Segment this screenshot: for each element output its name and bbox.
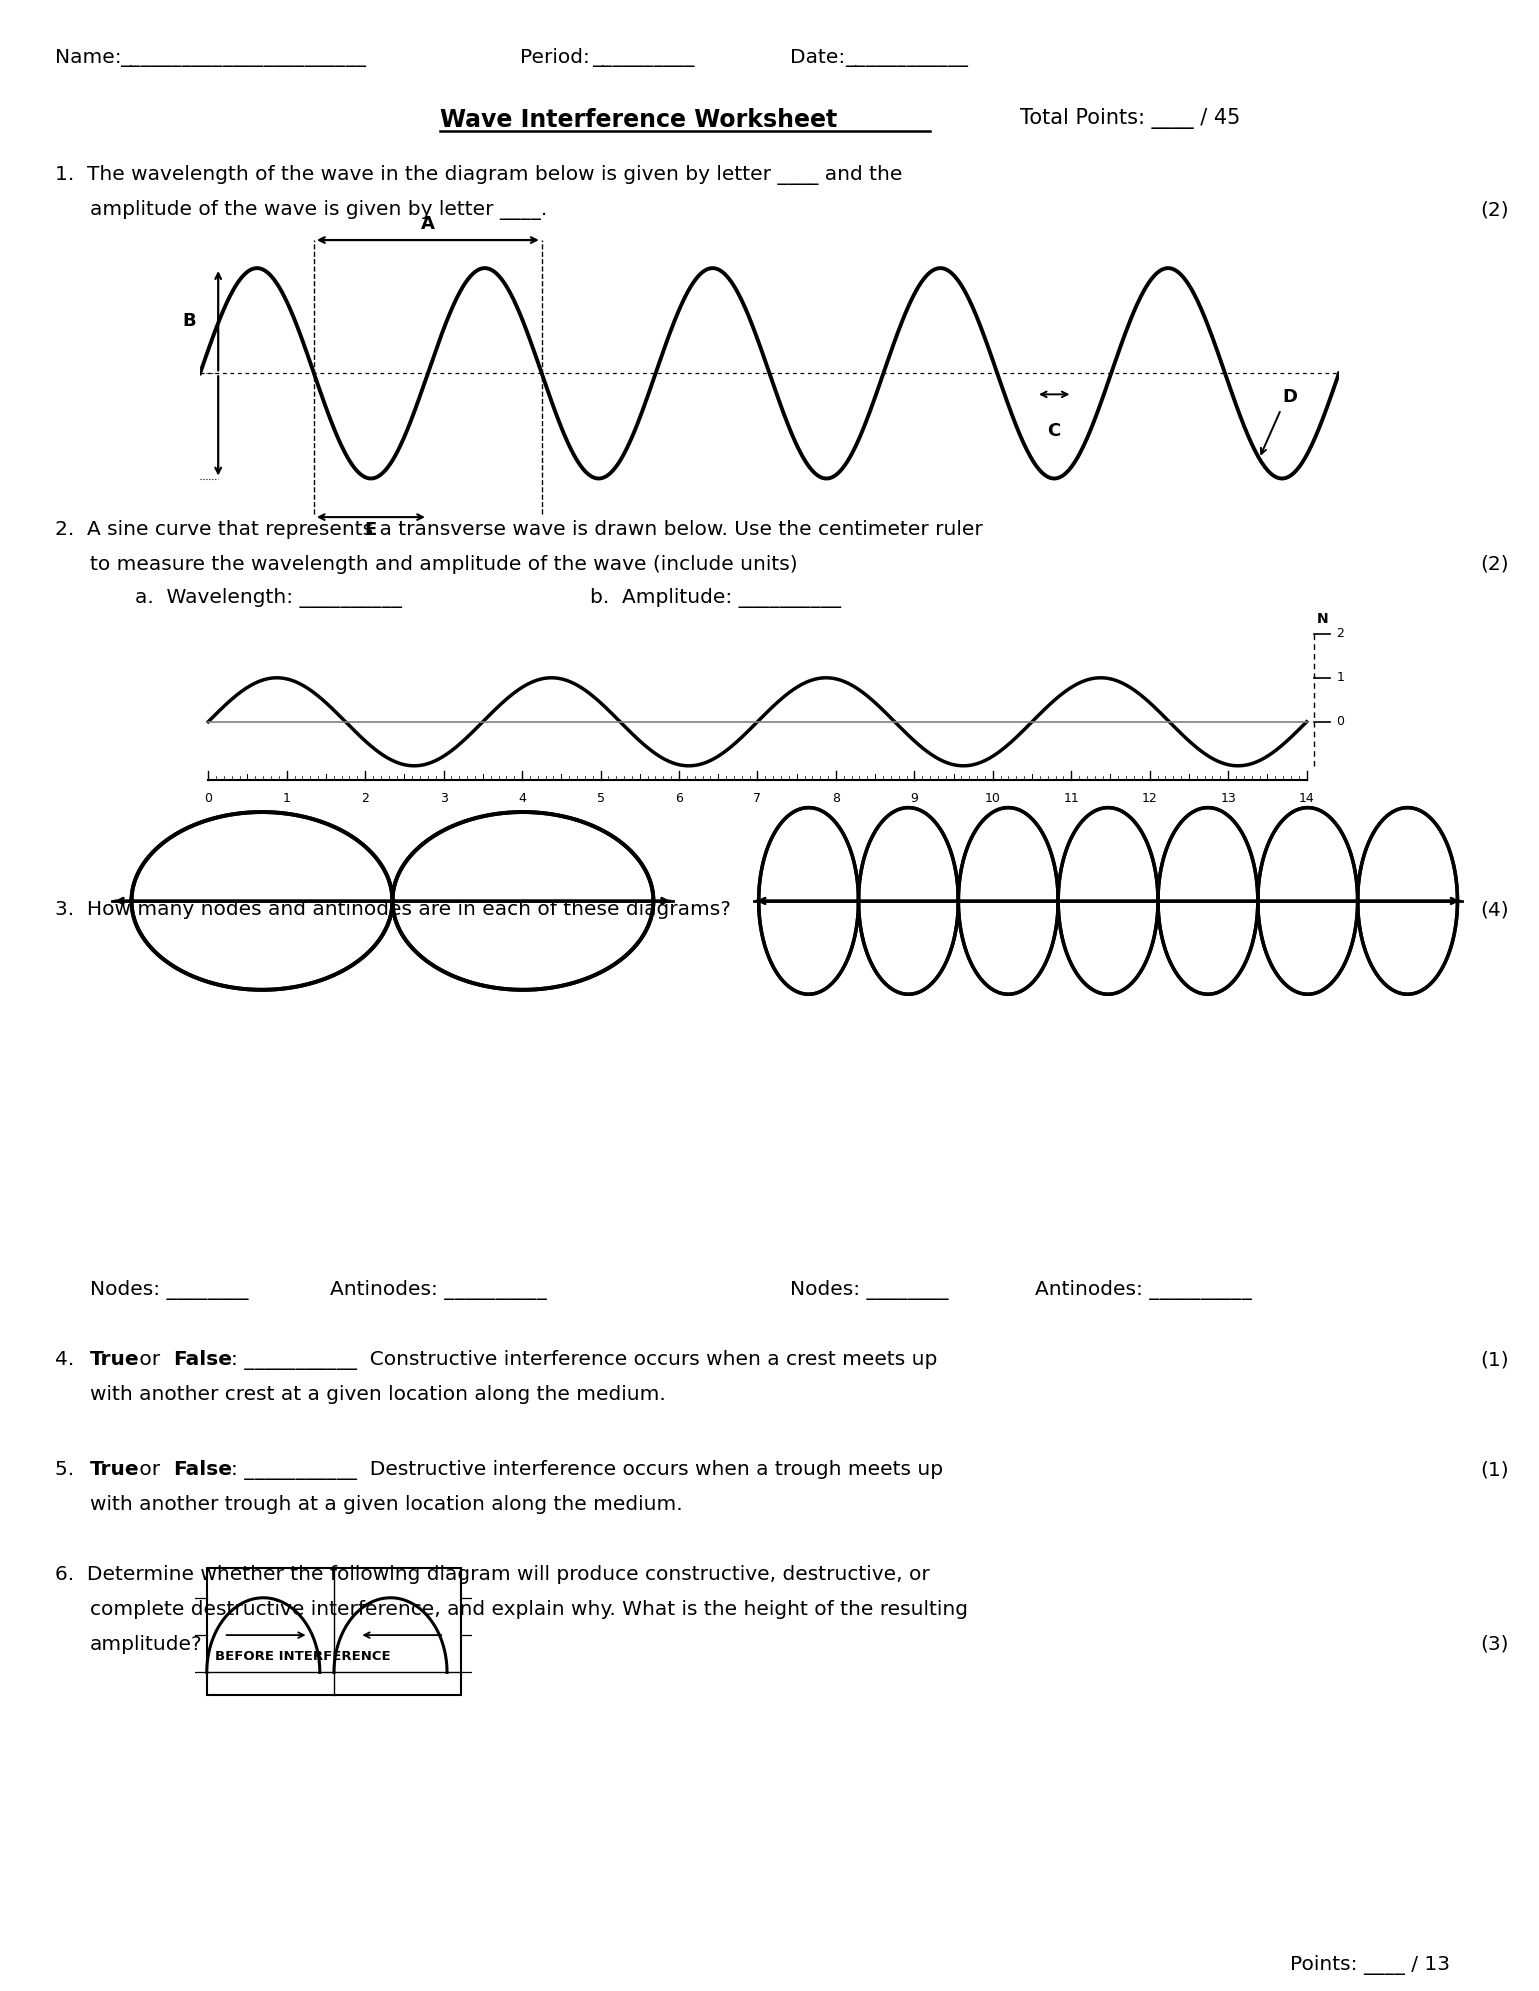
Bar bbox=[206, 1569, 462, 1694]
Text: E: E bbox=[365, 520, 377, 540]
Text: 2.  A sine curve that represents a transverse wave is drawn below. Use the centi: 2. A sine curve that represents a transv… bbox=[55, 520, 983, 540]
Text: Antinodes: __________: Antinodes: __________ bbox=[329, 1280, 546, 1300]
Text: 2: 2 bbox=[362, 792, 369, 804]
Text: 10: 10 bbox=[985, 792, 1000, 804]
Text: (4): (4) bbox=[1481, 900, 1508, 920]
Text: 0: 0 bbox=[205, 792, 212, 804]
Text: True: True bbox=[89, 1459, 140, 1479]
Text: False: False bbox=[172, 1350, 232, 1370]
Text: complete destructive interference, and explain why. What is the height of the re: complete destructive interference, and e… bbox=[89, 1601, 968, 1619]
Text: (3): (3) bbox=[1481, 1635, 1508, 1655]
Text: amplitude of the wave is given by letter ____.: amplitude of the wave is given by letter… bbox=[89, 199, 548, 219]
Text: 4.: 4. bbox=[55, 1350, 88, 1370]
Text: 7: 7 bbox=[754, 792, 762, 804]
Text: Antinodes: __________: Antinodes: __________ bbox=[1036, 1280, 1251, 1300]
Text: ________________________: ________________________ bbox=[120, 48, 366, 68]
Text: 6.  Determine whether the following diagram will produce constructive, destructi: 6. Determine whether the following diagr… bbox=[55, 1565, 930, 1585]
Text: (2): (2) bbox=[1481, 199, 1508, 219]
Text: (2): (2) bbox=[1481, 555, 1508, 573]
Text: ____________: ____________ bbox=[845, 48, 968, 68]
Text: N: N bbox=[1316, 611, 1328, 625]
Text: b.  Amplitude: __________: b. Amplitude: __________ bbox=[589, 587, 842, 607]
Text: amplitude?: amplitude? bbox=[89, 1635, 203, 1655]
Text: 5.: 5. bbox=[55, 1459, 86, 1479]
Text: 9: 9 bbox=[911, 792, 919, 804]
Text: or: or bbox=[132, 1459, 166, 1479]
Text: 1.  The wavelength of the wave in the diagram below is given by letter ____ and : 1. The wavelength of the wave in the dia… bbox=[55, 165, 902, 185]
Text: (1): (1) bbox=[1481, 1350, 1508, 1370]
Text: A: A bbox=[420, 215, 436, 233]
Text: 0: 0 bbox=[1336, 715, 1345, 729]
Text: a.  Wavelength: __________: a. Wavelength: __________ bbox=[135, 587, 402, 607]
Text: 12: 12 bbox=[1142, 792, 1157, 804]
Text: : ___________  Destructive interference occurs when a trough meets up: : ___________ Destructive interference o… bbox=[231, 1459, 943, 1479]
Text: Total Points: ____ / 45: Total Points: ____ / 45 bbox=[1020, 108, 1240, 129]
Text: Date:: Date: bbox=[790, 48, 851, 68]
Text: with another trough at a given location along the medium.: with another trough at a given location … bbox=[89, 1495, 683, 1513]
Text: __________: __________ bbox=[593, 48, 694, 68]
Text: True: True bbox=[89, 1350, 140, 1370]
Text: False: False bbox=[172, 1459, 232, 1479]
Text: (1): (1) bbox=[1481, 1459, 1508, 1479]
Text: 13: 13 bbox=[1220, 792, 1236, 804]
Text: 5: 5 bbox=[597, 792, 605, 804]
Text: Period:: Period: bbox=[520, 48, 596, 68]
Text: to measure the wavelength and amplitude of the wave (include units): to measure the wavelength and amplitude … bbox=[89, 555, 797, 573]
Text: B: B bbox=[183, 313, 195, 331]
Text: 3: 3 bbox=[440, 792, 448, 804]
Text: Wave Interference Worksheet: Wave Interference Worksheet bbox=[440, 108, 837, 131]
Text: : ___________  Constructive interference occurs when a crest meets up: : ___________ Constructive interference … bbox=[231, 1350, 937, 1370]
Text: or: or bbox=[132, 1350, 166, 1370]
Text: Nodes: ________: Nodes: ________ bbox=[89, 1280, 248, 1300]
Text: 6: 6 bbox=[676, 792, 683, 804]
Text: 8: 8 bbox=[833, 792, 840, 804]
Text: 14: 14 bbox=[1299, 792, 1314, 804]
Text: C: C bbox=[1048, 422, 1060, 440]
Text: 3.  How many nodes and antinodes are in each of these diagrams?: 3. How many nodes and antinodes are in e… bbox=[55, 900, 731, 920]
Text: 1: 1 bbox=[1336, 671, 1345, 685]
Text: 4: 4 bbox=[519, 792, 526, 804]
Text: Nodes: ________: Nodes: ________ bbox=[790, 1280, 948, 1300]
Text: BEFORE INTERFERENCE: BEFORE INTERFERENCE bbox=[215, 1651, 391, 1662]
Text: 1: 1 bbox=[283, 792, 291, 804]
Text: Points: ____ / 13: Points: ____ / 13 bbox=[1290, 1955, 1450, 1975]
Text: with another crest at a given location along the medium.: with another crest at a given location a… bbox=[89, 1386, 666, 1404]
Text: 2: 2 bbox=[1336, 627, 1345, 641]
Text: 11: 11 bbox=[1063, 792, 1079, 804]
Text: Name:: Name: bbox=[55, 48, 128, 68]
Text: D: D bbox=[1284, 388, 1297, 406]
